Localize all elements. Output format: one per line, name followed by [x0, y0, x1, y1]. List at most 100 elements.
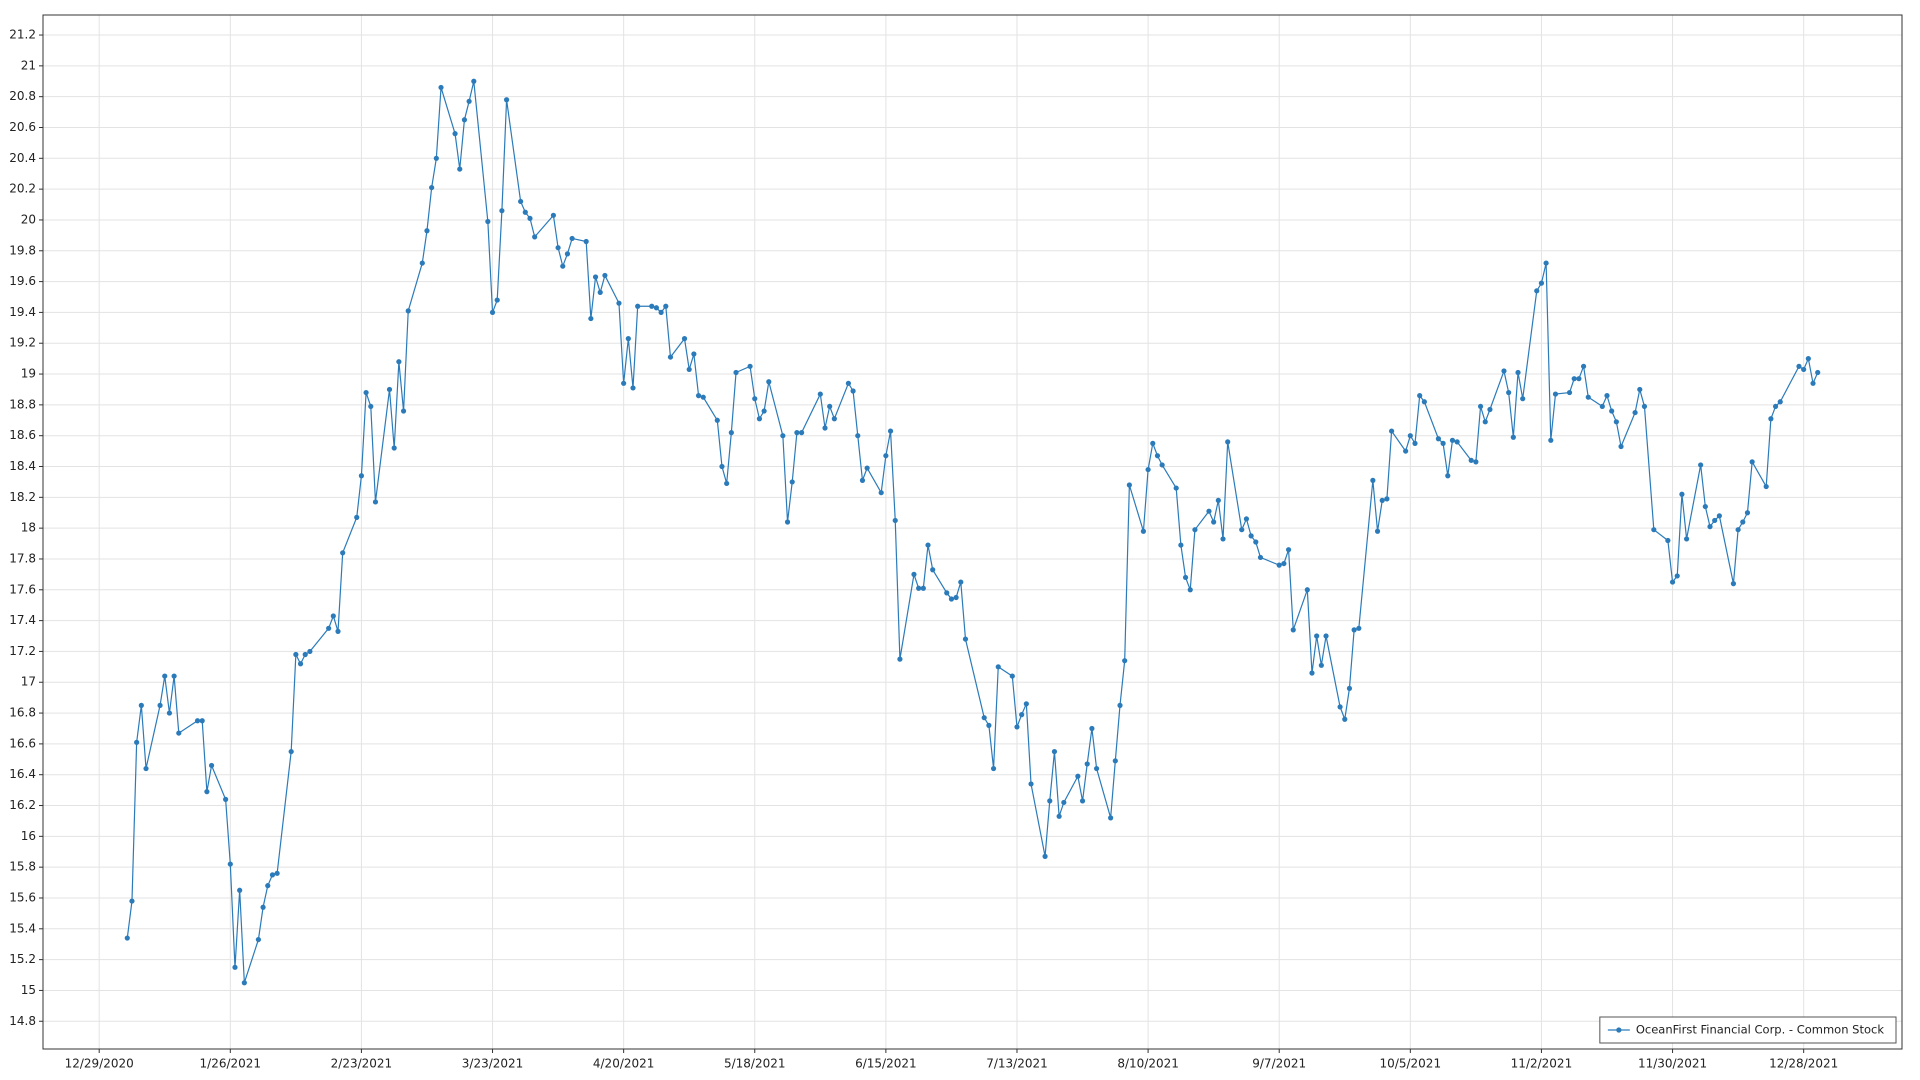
data-point	[400, 408, 407, 414]
data-point	[489, 309, 496, 316]
data-point	[1815, 369, 1821, 376]
data-point	[429, 184, 435, 191]
data-point	[1370, 477, 1376, 483]
data-point	[1356, 625, 1362, 631]
data-point	[494, 297, 500, 303]
data-point	[363, 389, 369, 396]
data-point	[948, 596, 955, 602]
data-point	[485, 218, 491, 225]
data-point	[1108, 815, 1114, 821]
data-point	[930, 567, 936, 573]
data-point	[1548, 437, 1554, 443]
data-point	[134, 739, 140, 745]
data-point	[789, 479, 795, 485]
data-point	[204, 789, 210, 795]
data-point	[1290, 627, 1296, 633]
data-point	[499, 208, 505, 214]
data-point	[1777, 399, 1783, 405]
data-point	[162, 673, 168, 679]
data-point	[766, 379, 772, 385]
data-point	[1351, 627, 1357, 633]
data-point	[1215, 497, 1221, 504]
y-tick-label: 19.8	[9, 243, 36, 257]
data-point	[1211, 519, 1217, 525]
data-point	[859, 477, 866, 483]
data-point	[1449, 437, 1456, 443]
data-point	[1618, 443, 1624, 450]
data-point	[649, 303, 655, 309]
data-point	[1609, 408, 1615, 414]
data-point	[1515, 369, 1521, 376]
legend-marker	[1616, 1027, 1622, 1033]
data-point	[658, 309, 664, 316]
data-point	[1028, 781, 1034, 787]
data-point	[1281, 560, 1287, 567]
plot-border	[42, 14, 1903, 1050]
data-point	[1506, 389, 1512, 396]
data-point	[822, 425, 828, 431]
data-point	[1093, 765, 1100, 772]
data-point	[1412, 440, 1418, 446]
data-point	[1651, 527, 1657, 533]
x-tick-label: 7/13/2021	[986, 1057, 1048, 1071]
data-point	[878, 490, 884, 496]
data-point	[1253, 539, 1259, 545]
y-tick-label: 19.6	[9, 274, 36, 288]
data-point	[995, 664, 1001, 670]
data-point	[883, 453, 889, 459]
data-point	[1805, 356, 1811, 362]
data-point	[1309, 670, 1315, 676]
y-tick-label: 18.2	[9, 490, 36, 504]
data-point	[621, 380, 627, 386]
data-point	[564, 251, 571, 257]
data-point	[424, 228, 430, 234]
x-tick-label: 9/7/2021	[1252, 1057, 1306, 1071]
y-tick-label: 20	[21, 212, 36, 226]
data-point	[1749, 459, 1755, 465]
data-point	[845, 380, 852, 386]
data-point	[911, 571, 917, 577]
data-point	[747, 363, 753, 369]
data-point	[1674, 573, 1680, 579]
data-point	[855, 433, 861, 439]
data-point	[1801, 366, 1807, 373]
data-point	[953, 594, 959, 601]
data-point	[588, 315, 594, 322]
data-point	[1225, 439, 1231, 445]
data-point	[1388, 428, 1395, 434]
data-point	[1768, 416, 1774, 422]
data-point	[297, 661, 304, 667]
data-point	[1407, 433, 1413, 439]
data-point	[1126, 482, 1132, 488]
x-tick-label: 12/28/2021	[1769, 1057, 1838, 1071]
y-tick-label: 18.6	[9, 428, 36, 442]
data-point	[1740, 519, 1746, 525]
data-point	[255, 936, 262, 943]
y-tick-label: 20.8	[9, 89, 36, 103]
data-point	[457, 166, 463, 172]
data-point	[1084, 761, 1090, 767]
data-point	[1346, 685, 1353, 692]
data-point	[916, 585, 922, 591]
y-tick-label: 19	[21, 367, 36, 381]
data-point	[962, 636, 969, 642]
data-point	[1482, 419, 1488, 425]
data-point	[503, 97, 510, 103]
data-point	[129, 898, 135, 904]
data-point	[667, 354, 674, 360]
data-point	[1047, 798, 1053, 804]
data-point	[227, 861, 233, 867]
data-point	[1178, 542, 1184, 548]
data-point	[1543, 260, 1549, 266]
data-point	[372, 499, 379, 505]
data-point	[583, 238, 589, 245]
legend-box	[1599, 1016, 1897, 1044]
data-point	[1159, 462, 1165, 468]
plot-area	[124, 78, 1821, 986]
data-point	[386, 386, 393, 393]
data-point	[981, 715, 987, 721]
data-point	[1239, 527, 1245, 533]
data-point	[1637, 386, 1643, 393]
data-point	[1735, 527, 1741, 533]
data-point	[1534, 288, 1540, 294]
